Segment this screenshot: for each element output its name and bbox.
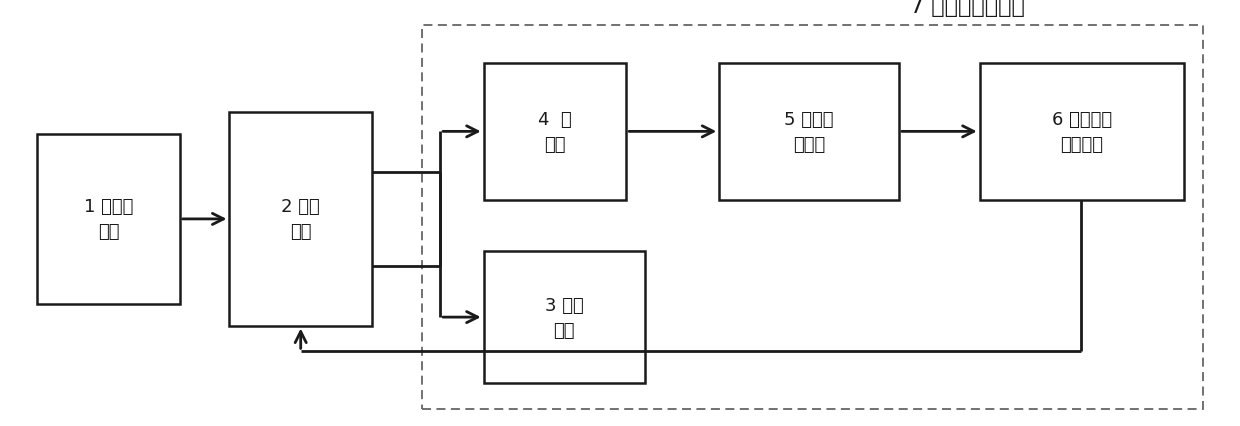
Bar — [37, 134, 180, 305]
Bar — [719, 64, 899, 200]
Text: 7 计算机视觉系统: 7 计算机视觉系统 — [910, 0, 1024, 17]
Bar — [484, 251, 645, 383]
Text: 5 图像存
储系统: 5 图像存 储系统 — [785, 111, 833, 153]
Bar — [484, 64, 626, 200]
Bar — [422, 26, 1203, 409]
Text: 6 图像识别
分析系统: 6 图像识别 分析系统 — [1052, 111, 1112, 153]
Text: 4  摄
像头: 4 摄 像头 — [538, 111, 572, 153]
Bar — [980, 64, 1184, 200]
Text: 3 辅助
光源: 3 辅助 光源 — [544, 296, 584, 339]
Text: 2 总控
制器: 2 总控 制器 — [281, 198, 320, 241]
Text: 1 低压传
感器: 1 低压传 感器 — [84, 198, 133, 241]
Bar — [229, 113, 372, 326]
